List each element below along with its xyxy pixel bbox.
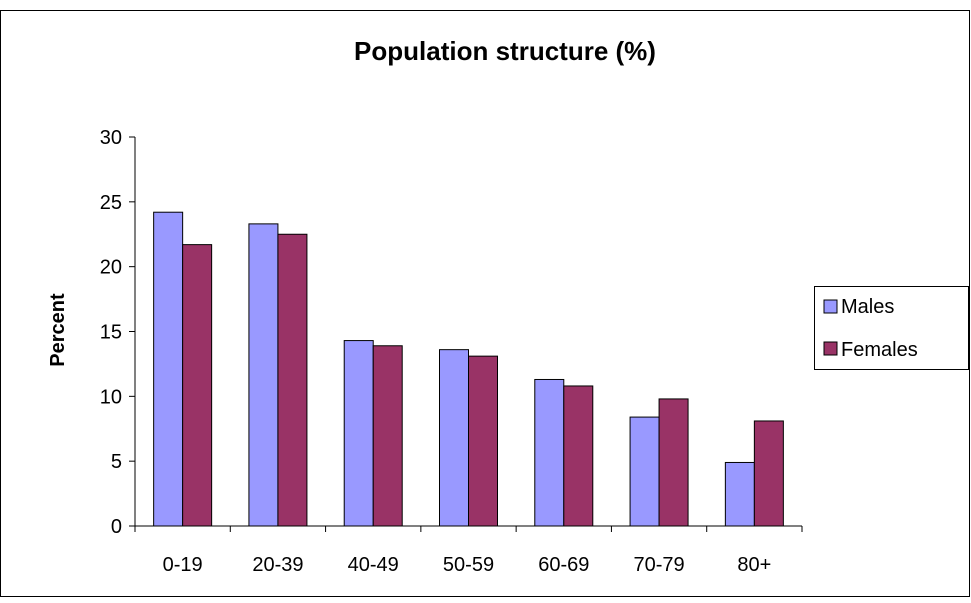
bar-males-0-19 bbox=[153, 211, 184, 527]
x-tick-label: 20-39 bbox=[252, 554, 303, 576]
y-tick-label: 30 bbox=[100, 127, 122, 149]
x-tick-label: 60-69 bbox=[538, 554, 589, 576]
bar-females-50-59 bbox=[468, 355, 498, 527]
y-tick-label: 5 bbox=[111, 451, 122, 473]
bar-males-70-79 bbox=[629, 416, 660, 527]
x-tick-label: 40-49 bbox=[348, 554, 399, 576]
legend-box bbox=[814, 286, 969, 370]
legend-label-females: Females bbox=[841, 339, 918, 361]
bar-females-80+ bbox=[753, 420, 784, 527]
bar-females-20-39 bbox=[277, 233, 308, 527]
y-tick-label: 0 bbox=[111, 516, 122, 538]
y-tick-label: 10 bbox=[100, 386, 122, 408]
bar-females-40-49 bbox=[372, 345, 403, 527]
bars bbox=[153, 211, 784, 527]
bar-females-70-79 bbox=[658, 398, 689, 527]
bar-males-50-59 bbox=[439, 349, 469, 527]
x-tick-label: 50-59 bbox=[443, 554, 494, 576]
y-tick-label: 20 bbox=[100, 257, 122, 279]
legend-swatch-females bbox=[823, 341, 838, 356]
x-tick-label: 70-79 bbox=[633, 554, 684, 576]
bar-males-40-49 bbox=[343, 340, 374, 527]
y-axis-ticks: 0 5 10 15 20 25 30 bbox=[100, 127, 135, 538]
bar-males-20-39 bbox=[248, 223, 279, 527]
legend-swatch-males bbox=[823, 299, 838, 314]
bar-females-0-19 bbox=[182, 244, 213, 527]
y-tick-label: 15 bbox=[100, 322, 122, 344]
bar-females-60-69 bbox=[563, 385, 594, 527]
y-tick-label: 25 bbox=[100, 192, 122, 214]
legend: Males Females bbox=[814, 286, 969, 370]
bar-males-80+ bbox=[724, 461, 755, 527]
legend-label-males: Males bbox=[841, 296, 894, 318]
x-axis-ticks: 0-19 20-39 40-49 50-59 60-69 70-79 80+ bbox=[134, 526, 803, 576]
y-axis-label: Percent bbox=[47, 293, 69, 367]
x-tick-label: 80+ bbox=[737, 554, 771, 576]
bar-males-60-69 bbox=[534, 378, 565, 527]
chart-title: Population structure (%) bbox=[354, 36, 656, 66]
x-tick-label: 0-19 bbox=[163, 554, 203, 576]
